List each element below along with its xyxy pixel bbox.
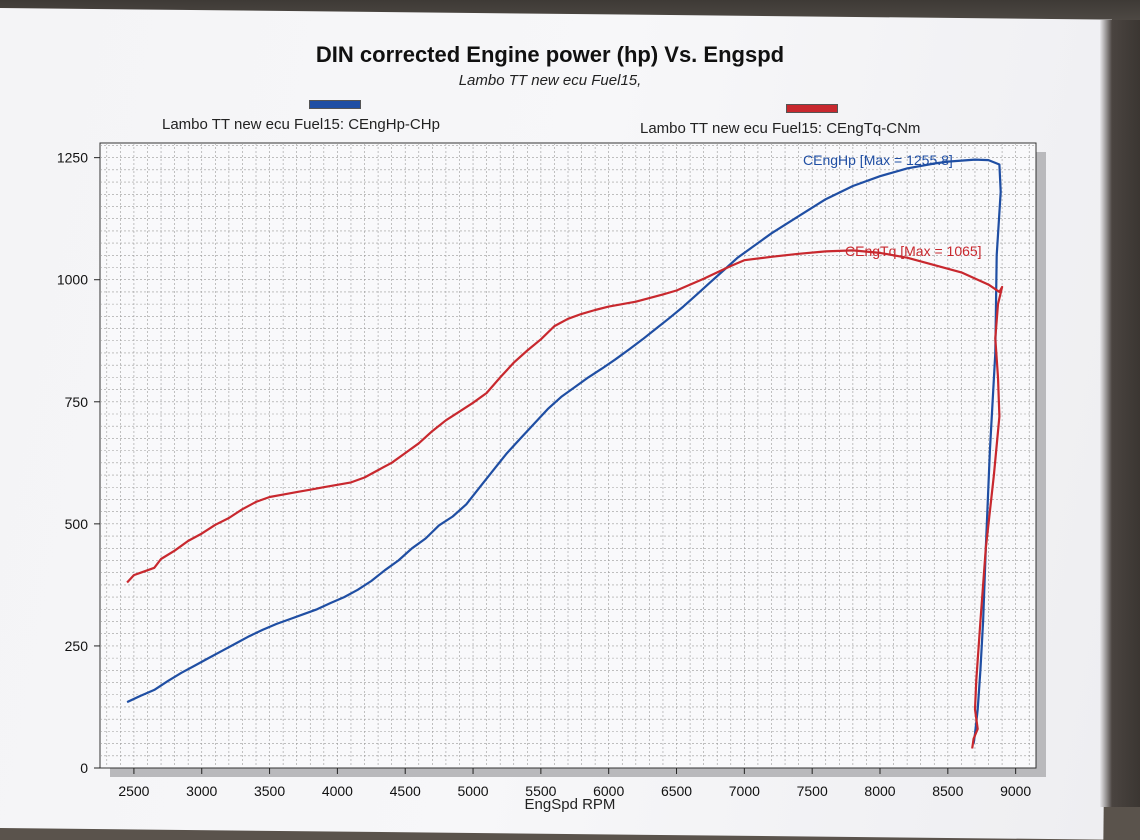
series-lines — [126, 158, 1004, 749]
x-tick-label: 9000 — [1000, 783, 1031, 799]
x-tick-label: 4500 — [390, 783, 421, 799]
torque-series-line — [126, 249, 1004, 749]
hp-series-line — [126, 158, 1002, 744]
legend-label-tq: Lambo TT new ecu Fuel15: CEngTq-CNm — [640, 120, 921, 137]
y-tick-label: 250 — [65, 638, 89, 654]
y-tick-label: 500 — [65, 516, 89, 532]
chart-title: DIN corrected Engine power (hp) Vs. Engs… — [315, 42, 785, 67]
x-tick-label: 5500 — [525, 783, 556, 799]
legend-swatch-hp — [309, 100, 361, 109]
x-tick-label: 8000 — [864, 783, 895, 799]
y-tick-label: 1250 — [57, 150, 88, 166]
x-tick-label: 8500 — [932, 783, 963, 799]
dyno-chart: 0 250 500 750 1000 1250 2500 3000 3500 4000 4500 50… — [57, 142, 1046, 799]
legend-swatch-tq — [786, 104, 838, 113]
y-tick-label: 0 — [80, 760, 88, 776]
x-tick-label: 7000 — [729, 783, 760, 799]
x-tick-label: 6500 — [661, 783, 692, 799]
x-tick-label: 5000 — [457, 783, 488, 799]
y-tick-label: 1000 — [57, 272, 88, 288]
chart-subtitle: Lambo TT new ecu Fuel15, — [458, 72, 642, 89]
x-tick-label: 4000 — [322, 783, 353, 799]
x-tick-label: 7500 — [797, 783, 828, 799]
x-tick-label: 2500 — [118, 783, 149, 799]
hp-max-annotation: CEngHp [Max = 1255.8] — [803, 152, 953, 168]
series-annotations: CEngHp [Max = 1255.8] CEngTq [Max = 1065] — [803, 152, 982, 259]
x-tick-label: 6000 — [593, 783, 624, 799]
x-tick-label: 3000 — [186, 783, 217, 799]
grid-lines — [100, 143, 1036, 768]
axis-ticks: 0 250 500 750 1000 1250 2500 3000 3500 4000 4500 50… — [57, 150, 1032, 799]
x-tick-label: 3500 — [254, 783, 285, 799]
legend-label-hp: Lambo TT new ecu Fuel15: CEngHp-CHp — [162, 116, 440, 133]
y-tick-label: 750 — [65, 394, 89, 410]
desk-edge — [1100, 20, 1140, 807]
torque-max-annotation: CEngTq [Max = 1065] — [845, 243, 982, 259]
